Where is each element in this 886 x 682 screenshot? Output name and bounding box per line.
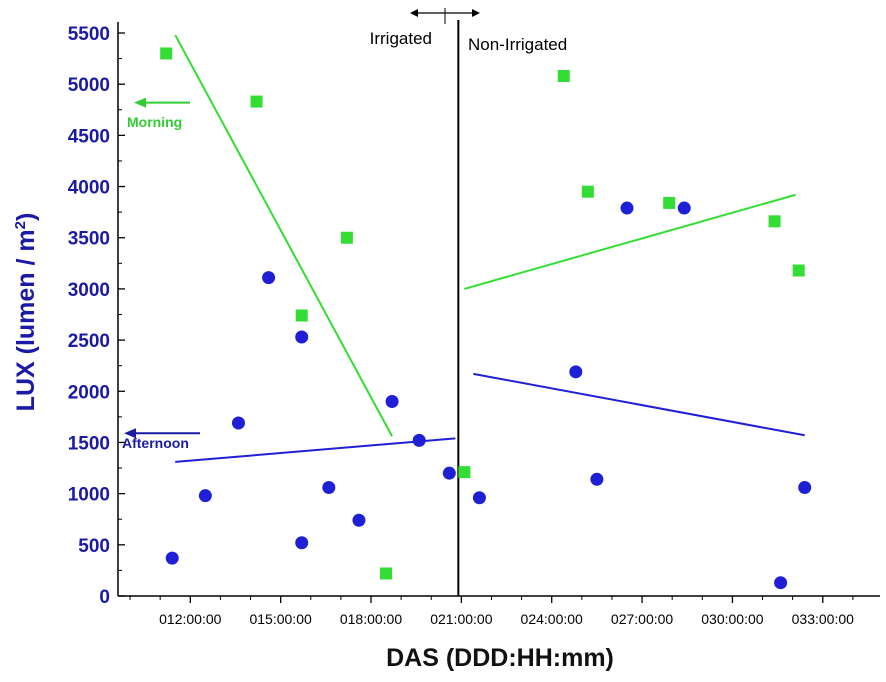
afternoon-point — [322, 480, 336, 494]
y-tick-label: 0 — [99, 587, 110, 608]
trend-lines — [174, 34, 805, 463]
x-axis-title: DAS (DDD:HH:mm) — [386, 644, 614, 672]
morning-point — [160, 47, 173, 60]
afternoon-trend-line — [473, 372, 805, 437]
afternoon-point — [620, 201, 634, 215]
afternoon-point — [472, 491, 486, 505]
afternoon-point — [295, 330, 309, 344]
morning-label: Morning — [127, 114, 182, 130]
y-tick-label: 5000 — [68, 75, 110, 96]
afternoon-label: Afternoon — [122, 435, 189, 451]
morning-point — [295, 309, 308, 322]
x-tick-label: 021:00:00 — [430, 611, 492, 627]
afternoon-point — [198, 489, 212, 503]
afternoon-point — [798, 480, 812, 494]
y-tick-label: 2500 — [68, 331, 110, 352]
morning-point — [250, 95, 263, 108]
afternoon-point — [677, 201, 691, 215]
afternoon-point — [442, 466, 456, 480]
morning-point — [380, 567, 393, 580]
y-tick-label: 1000 — [68, 485, 110, 506]
afternoon-point — [165, 551, 179, 565]
y-axis-title: LUX (lumen / m2) — [12, 213, 40, 412]
region-arrows — [410, 8, 480, 24]
x-tick-label: 012:00:00 — [159, 611, 221, 627]
x-axis-ticks: 012:00:00 015:00:00 018:00:00 021:00:00 024:… — [129, 596, 854, 627]
x-tick-label: 027:00:00 — [611, 611, 673, 627]
afternoon-point — [774, 576, 788, 590]
data-markers — [160, 47, 812, 590]
region-label-irrigated: Irrigated — [370, 29, 432, 48]
afternoon-annotation: Afternoon — [122, 428, 200, 451]
morning-point — [768, 215, 781, 228]
morning-annotation: Morning — [127, 97, 190, 130]
afternoon-point — [412, 433, 426, 447]
afternoon-point — [569, 365, 583, 379]
x-tick-label: 018:00:00 — [340, 611, 402, 627]
y-tick-label: 1500 — [68, 433, 110, 454]
morning-point — [340, 231, 353, 244]
afternoon-point — [590, 472, 604, 486]
afternoon-point — [352, 513, 366, 527]
afternoon-point — [231, 416, 245, 430]
afternoon-point — [262, 271, 276, 285]
x-tick-label: 024:00:00 — [521, 611, 583, 627]
x-tick-label: 030:00:00 — [701, 611, 763, 627]
y-tick-label: 500 — [78, 536, 110, 557]
afternoon-trend-line — [175, 437, 456, 463]
y-tick-label: 2000 — [68, 382, 110, 403]
morning-point — [458, 466, 471, 479]
y-tick-label: 5500 — [68, 24, 110, 45]
morning-point — [581, 185, 594, 198]
y-axis-ticks: 0 500 1000 1500 2000 2500 3000 3500 4000 4500 5000… — [68, 24, 125, 608]
afternoon-point — [385, 395, 399, 409]
morning-point — [557, 69, 570, 82]
morning-trend-line — [464, 193, 796, 290]
y-tick-label: 4000 — [68, 178, 110, 199]
x-tick-label: 033:00:00 — [792, 611, 854, 627]
morning-point — [663, 196, 676, 209]
y-tick-label: 4500 — [68, 126, 110, 147]
afternoon-point — [295, 536, 309, 550]
x-tick-label: 015:00:00 — [249, 611, 311, 627]
morning-point — [792, 264, 805, 277]
region-label-non-irrigated: Non-Irrigated — [468, 35, 567, 54]
y-tick-label: 3500 — [68, 229, 110, 250]
morning-trend-line — [174, 34, 393, 437]
y-tick-label: 3000 — [68, 280, 110, 301]
